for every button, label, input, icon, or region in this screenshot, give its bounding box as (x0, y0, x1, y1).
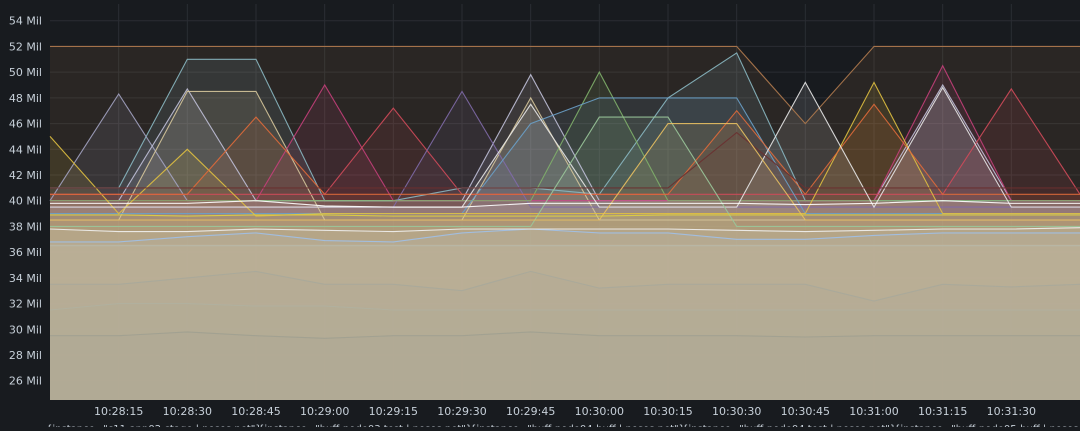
series-area (50, 245, 1080, 400)
y-tick-label: 38 Mil (9, 220, 42, 233)
series-area (50, 132, 1080, 400)
x-tick-label: 10:31:00 (849, 405, 898, 418)
y-tick-label: 26 Mil (9, 375, 42, 388)
series-area (50, 229, 1080, 400)
series-area (50, 104, 1080, 401)
x-tick-label: 10:28:45 (231, 405, 280, 418)
y-axis: 26 Mil 28 Mil 30 Mil 32 Mil 34 Mil 36 Mil 38 M… (9, 15, 42, 388)
x-tick-label: 10:29:45 (506, 405, 555, 418)
series-lines (49, 45, 1080, 339)
x-tick-label: 10:29:15 (369, 405, 418, 418)
series-line[interactable] (50, 116, 1080, 227)
series-line[interactable] (50, 73, 1080, 202)
series-area (50, 52, 1080, 401)
series-area (50, 227, 1080, 400)
series-area (50, 97, 1080, 401)
y-tick-label: 48 Mil (9, 92, 42, 105)
series-area (50, 123, 1080, 400)
x-tick-label: 10:31:30 (987, 405, 1036, 418)
y-tick-label: 40 Mil (9, 195, 42, 208)
x-tick-label: 10:30:30 (712, 405, 761, 418)
x-tick-label: 10:28:15 (94, 405, 143, 418)
dense-fill (50, 244, 1080, 400)
series-area (50, 94, 1080, 400)
series-area (50, 46, 1080, 401)
series-line[interactable] (50, 70, 1080, 202)
y-tick-label: 44 Mil (9, 143, 42, 156)
x-tick-label: 10:28:30 (163, 405, 212, 418)
series-area (50, 72, 1080, 400)
series-area (50, 117, 1080, 400)
x-tick-label: 10:29:30 (437, 405, 486, 418)
series-line[interactable] (49, 227, 1080, 233)
series-line[interactable] (50, 331, 1080, 339)
y-tick-label: 28 Mil (9, 349, 42, 362)
series-line[interactable] (50, 45, 1080, 125)
x-tick-label: 10:30:45 (781, 405, 830, 418)
series-line[interactable] (50, 81, 1080, 209)
series-line[interactable] (50, 214, 1080, 217)
base-fill (50, 244, 1080, 400)
x-axis: 10:28:15 10:28:30 10:28:45 10:29:00 10:29:15… (94, 405, 1036, 418)
series-area (50, 271, 1080, 400)
series-line[interactable] (50, 97, 1080, 215)
y-tick-label: 46 Mil (9, 118, 42, 131)
series-area (50, 65, 1080, 400)
series-area (50, 88, 1080, 401)
series-area (50, 214, 1080, 400)
y-tick-label: 42 Mil (9, 169, 42, 182)
x-tick-label: 10:30:00 (575, 405, 624, 418)
y-tick-label: 34 Mil (9, 272, 42, 285)
x-tick-label: 10:29:00 (300, 405, 349, 418)
x-tick-label: 10:31:15 (918, 405, 967, 418)
y-tick-label: 30 Mil (9, 323, 42, 336)
y-tick-label: 50 Mil (9, 66, 42, 79)
series-area (50, 200, 1080, 400)
series-line[interactable] (50, 270, 1080, 302)
series-line[interactable] (50, 228, 1080, 243)
y-tick-label: 36 Mil (9, 246, 42, 259)
series-area (50, 303, 1080, 400)
series-area (50, 82, 1080, 401)
series-fills (50, 46, 1080, 401)
series-area (50, 74, 1080, 400)
x-tick-label: 10:30:15 (643, 405, 692, 418)
y-tick-label: 52 Mil (9, 40, 42, 53)
series-area (50, 331, 1080, 400)
y-tick-label: 32 Mil (9, 298, 42, 311)
series-line[interactable] (49, 303, 1080, 311)
y-tick-label: 54 Mil (9, 15, 42, 28)
series-line[interactable] (50, 200, 1080, 208)
series-line[interactable] (50, 103, 1080, 196)
series-line[interactable] (50, 131, 1080, 189)
series-line[interactable] (50, 123, 1080, 221)
series-area (50, 82, 1080, 401)
